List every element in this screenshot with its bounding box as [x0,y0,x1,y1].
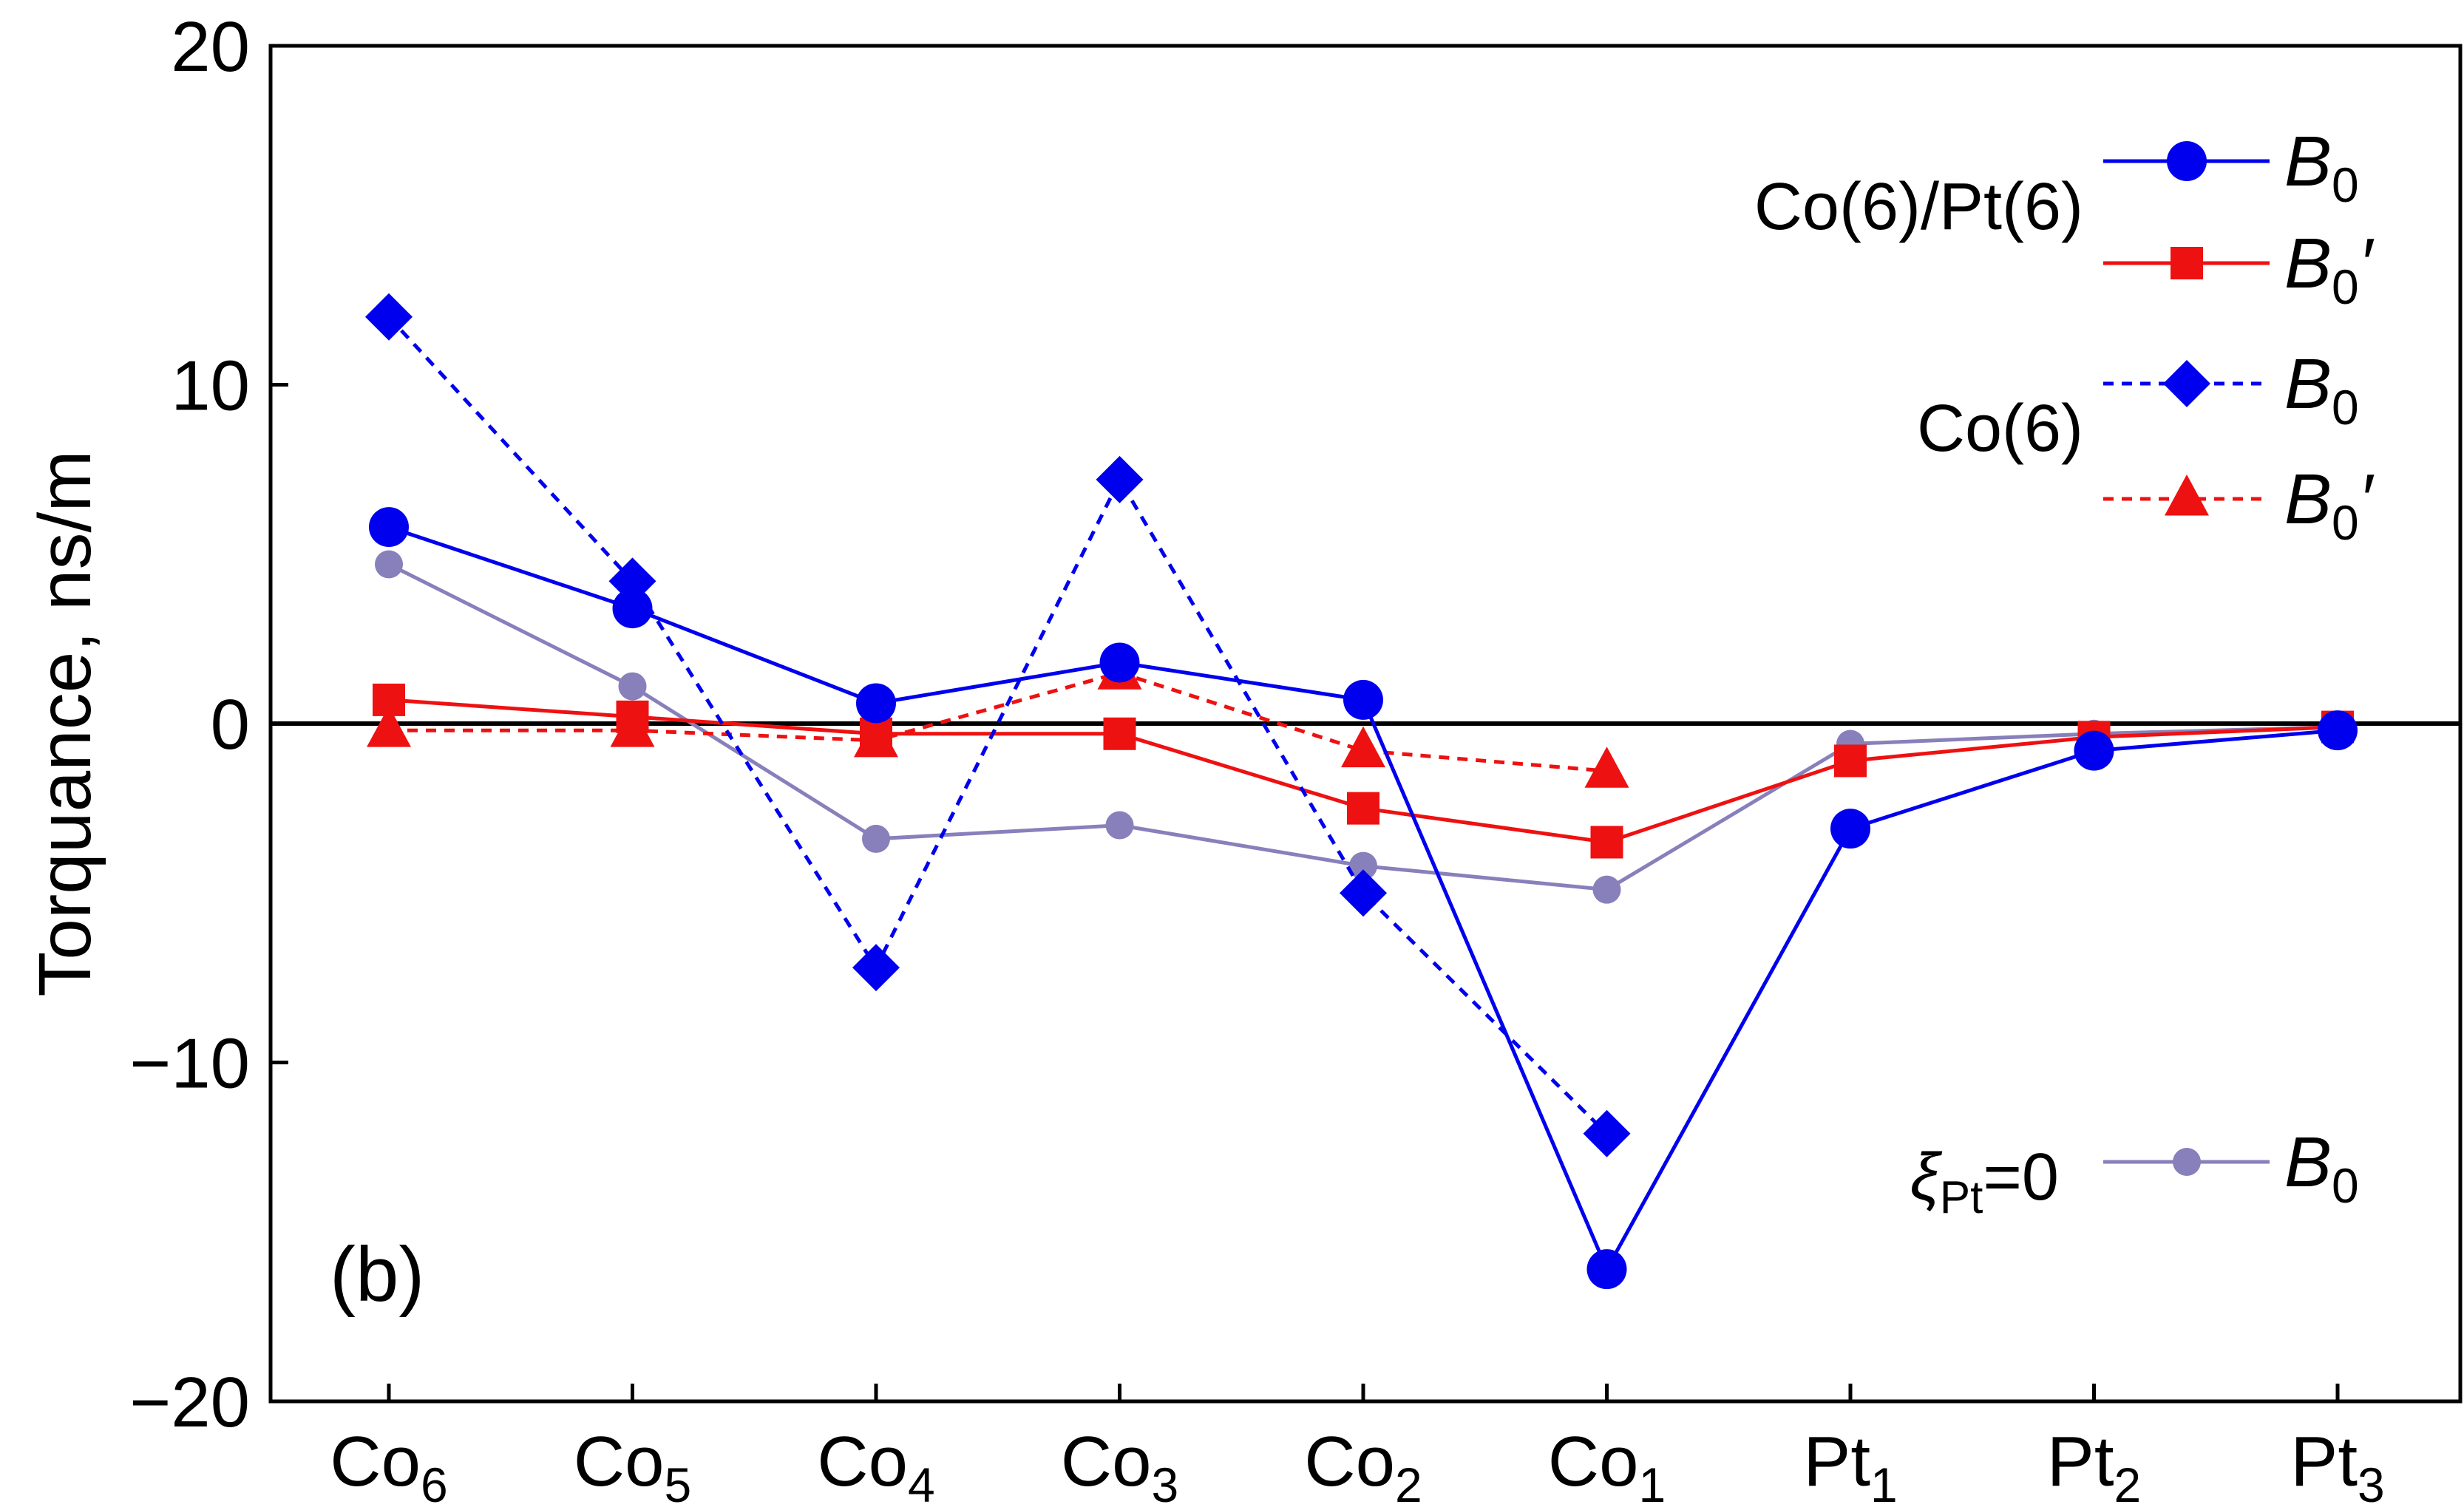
y-tick-label: 10 [171,347,250,426]
series-line [389,670,1607,773]
legend-entry-0: B0 [2103,122,2359,212]
data-point-circle [369,507,409,548]
data-point-small-circle [375,550,403,579]
x-tick-label: Co4 [817,1422,934,1510]
x-tick-label: Co1 [1548,1422,1666,1510]
series-3 [367,648,1629,788]
data-point-square [1347,792,1379,825]
data-point-circle [612,588,653,629]
data-point-circle [2318,710,2358,751]
data-point-square [1834,744,1867,778]
data-point-square [616,700,649,733]
series-2 [365,293,1631,1157]
data-point-small-circle [618,672,647,701]
data-point-triangle [1341,726,1385,768]
y-tick-label: 20 [171,7,250,86]
data-point-diamond [365,293,413,341]
legend-label: B0′ [2284,460,2375,550]
data-point-circle [2074,730,2114,771]
x-tick-label: Pt3 [2290,1422,2384,1510]
data-point-circle [1343,679,1383,720]
x-tick-label: Pt1 [1803,1422,1897,1510]
data-point-small-circle [862,824,890,853]
x-tick-label: Co2 [1304,1422,1422,1510]
data-point-triangle [2165,475,2209,516]
data-point-diamond [1340,869,1387,917]
data-point-small-circle [1592,875,1621,904]
data-point-circle [856,683,896,724]
panel-label: (b) [330,1231,424,1318]
y-tick-label: −10 [129,1024,250,1103]
data-point-diamond [1096,455,1144,503]
x-axis-ticks: Co6 Co5 Co4 Co3 Co2 Co1 Pt1 Pt2 Pt3 [330,1384,2385,1510]
data-point-triangle [1584,747,1629,788]
y-tick-label: −20 [129,1363,250,1442]
series-0 [369,507,2358,1290]
data-point-circle [1586,1249,1627,1290]
data-point-square [373,683,405,716]
legend-group-label-copt: Co(6)/Pt(6) [1754,170,2083,244]
legend-entry-2: B0 [2103,344,2359,435]
legend-label: B0′ [2284,224,2375,314]
x-tick-label: Pt2 [2047,1422,2141,1510]
y-tick-label: 0 [211,685,250,764]
legend-group-label-xi: ξPt=0 [1910,1140,2059,1223]
legend-group-label-co: Co(6) [1917,392,2083,466]
data-point-square [1590,826,1623,859]
legend-label: B0 [2284,122,2359,212]
data-point-circle [2167,141,2207,181]
data-point-square [2171,247,2203,279]
series-line [387,316,1609,1135]
legend-entry-4: B0 [2103,1123,2359,1213]
data-point-small-circle [2173,1148,2201,1176]
legend-label: B0 [2284,344,2359,435]
y-axis-title: Torquance, ns/m [24,450,106,996]
data-point-circle [1099,642,1140,683]
series-layer [365,293,2358,1290]
data-point-diamond [852,944,900,992]
legend: B0 B0′ B0 B0′ B0 [2103,122,2375,1213]
legend-label: B0 [2284,1123,2359,1213]
legend-entry-3: B0′ [2103,460,2375,550]
x-tick-label: Co6 [330,1422,447,1510]
legend-entry-1: B0′ [2103,224,2375,314]
data-point-circle [1830,809,1870,849]
data-point-square [1103,717,1136,750]
data-point-small-circle [1349,851,1377,880]
data-point-triangle [367,706,411,747]
data-point-small-circle [1105,811,1134,840]
data-point-diamond [2163,360,2210,407]
y-axis-ticks: 20 10 0 −10 −20 [129,7,288,1442]
x-tick-label: Co5 [574,1422,691,1510]
data-point-diamond [1583,1109,1631,1157]
x-tick-label: Co3 [1061,1422,1178,1510]
